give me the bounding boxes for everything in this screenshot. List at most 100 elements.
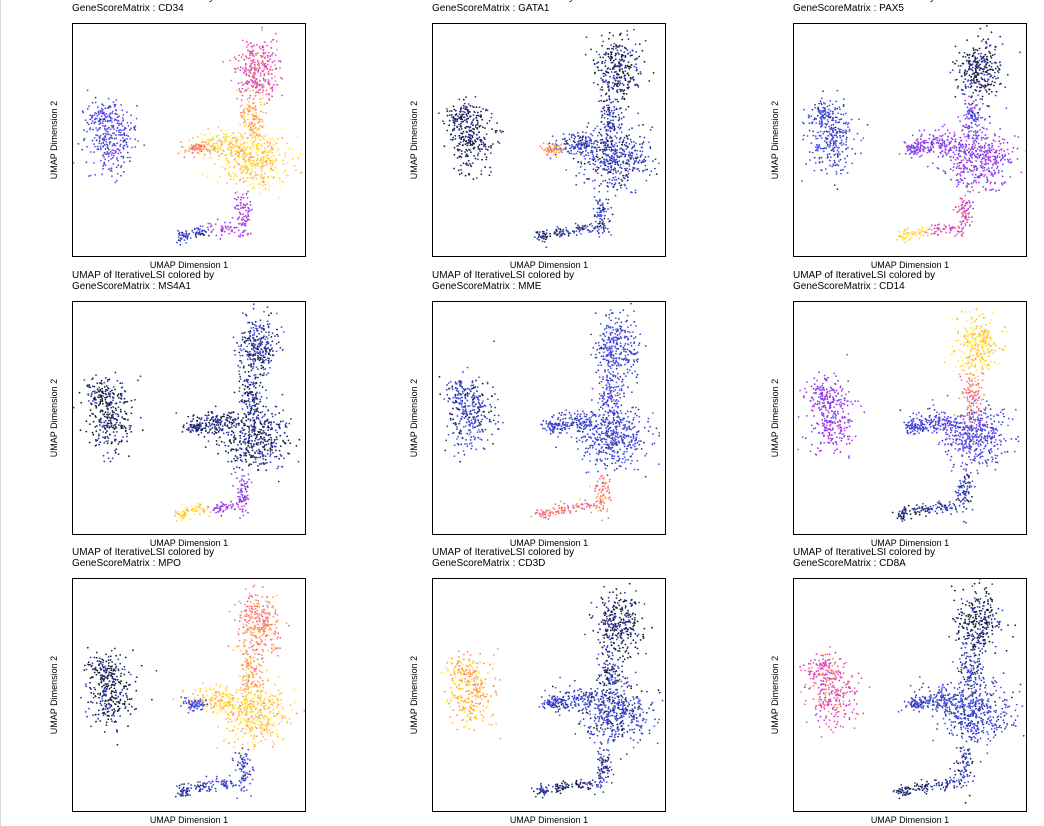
cell-point [952,227,954,230]
cell-point [100,409,102,412]
cell-point [123,140,126,142]
cell-point [240,170,242,173]
cell-point [604,65,607,68]
cell-point [989,73,991,76]
cell-point [99,411,102,413]
cell-point [998,152,1001,155]
cell-point [903,141,906,144]
cell-point [624,70,627,72]
cell-point [978,191,980,194]
cell-point [264,138,267,141]
cell-point [446,108,448,110]
cell-point [948,224,951,227]
cell-point [98,128,100,131]
cell-point [850,118,853,121]
cell-point [836,116,838,119]
cell-point [237,131,240,134]
cell-point [603,229,605,231]
cell-point [968,61,970,64]
cell-point [845,130,848,133]
cell-point [122,120,124,122]
cell-point [258,148,260,150]
cell-point [267,63,269,66]
cell-point [838,131,841,134]
cell-point [831,116,834,119]
cell-point [259,110,262,113]
cell-point [614,82,616,85]
cell-point [820,125,822,128]
cell-point [264,79,267,81]
cell-point [465,140,468,142]
cell-point [980,166,983,169]
cell-point [626,49,629,51]
cell-point [633,144,636,147]
cell-point [252,183,255,185]
cell-point [977,114,980,117]
cell-point [623,153,625,156]
cell-point [618,63,621,65]
cell-point [541,240,544,243]
cell-point [972,181,975,184]
cell-point [974,176,976,179]
cell-point [845,138,848,141]
cell-point [265,162,268,165]
cell-point [633,167,636,170]
cell-point [823,107,826,110]
cell-point [964,157,967,160]
cell-point [962,89,964,92]
cell-point [969,107,972,110]
cell-point [103,156,105,159]
cell-point [215,148,218,151]
cell-point [906,233,908,236]
cell-point [826,153,829,156]
cell-point [989,189,991,192]
cell-point [263,63,266,66]
cell-point [235,198,238,201]
cell-point [609,126,611,128]
cell-point [600,69,602,72]
cell-point [644,156,647,158]
cell-point [248,128,251,131]
cell-point [969,205,972,207]
cell-point [611,182,613,185]
cell-point [227,147,230,150]
cell-point [604,164,607,167]
cell-point [980,77,983,79]
cell-point [130,399,133,402]
cell-point [613,153,616,156]
cell-point [551,149,554,151]
cell-point [987,167,990,170]
cell-point [842,168,844,171]
cell-point [251,107,254,109]
cell-point [270,146,273,148]
cell-point [446,129,449,132]
cell-point [274,143,277,146]
cell-point [845,143,847,146]
cell-point [606,67,609,70]
cell-point [639,71,642,73]
cell-point [649,129,652,131]
cell-point [438,112,440,114]
cell-point [466,108,469,111]
cell-point [269,169,272,172]
cell-point [112,163,115,165]
cell-point [105,141,108,143]
cell-point [95,134,97,137]
cell-point [463,116,466,119]
cell-point [258,192,260,194]
cell-point [119,401,121,403]
cell-point [972,79,975,82]
cell-point [621,149,624,151]
cell-point [908,234,910,237]
cell-point [271,89,274,92]
cell-point [898,153,901,155]
cell-point [97,120,100,123]
cell-point [955,146,958,149]
cell-point [240,167,243,169]
cell-point [568,144,571,147]
cell-point [102,413,105,416]
cell-point [262,155,265,158]
cell-point [251,121,253,124]
cell-point [248,152,250,155]
cell-point [960,230,963,233]
